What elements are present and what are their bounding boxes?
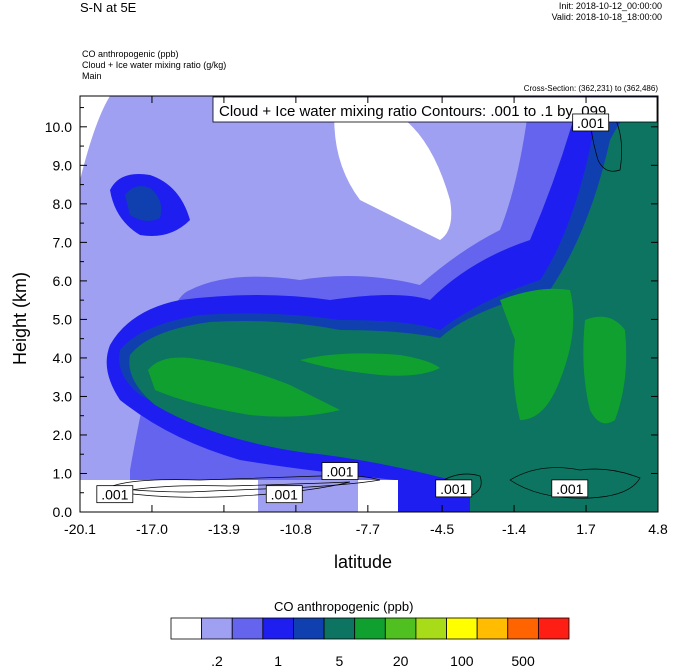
colorbar-swatch [354, 617, 386, 640]
x-tick-label: -13.9 [208, 521, 240, 537]
contour-info-background [212, 96, 658, 123]
desc-line-co: CO anthropogenic (ppb) [82, 49, 179, 59]
contour-label: .001 [572, 113, 610, 132]
y-tick-label: 0.0 [53, 504, 73, 520]
colorbar-swatch [170, 617, 203, 640]
colorbar-swatch [476, 617, 509, 640]
contour-label-text: .001 [556, 481, 583, 497]
colorbar-swatch [384, 617, 417, 640]
contour-label-box [96, 485, 134, 504]
contour-label-text: .001 [101, 487, 128, 503]
contour-label-box [572, 113, 610, 132]
y-tick-label: 10.0 [45, 119, 72, 135]
contour-label-box [321, 462, 359, 480]
time-info: Init: 2018-10-12_00:00:00 Valid: 2018-10… [552, 1, 662, 23]
desc-line-cloud: Cloud + Ice water mixing ratio (g/kg) [82, 60, 227, 70]
field-dark-blob [125, 186, 162, 221]
x-tick-label: -20.1 [64, 521, 96, 537]
y-tick-label: 8.0 [53, 196, 73, 212]
contour-labels: .001 .001 .001 .001 .001 .001 [96, 113, 610, 504]
contour-label: .001 [96, 485, 134, 504]
contour-label-text: .001 [440, 481, 467, 497]
contour-line [108, 475, 381, 493]
colorbar-label: 500 [511, 653, 535, 668]
field-green-mid [300, 353, 440, 376]
field-description: CO anthropogenic (ppb) Cloud + Ice water… [82, 49, 226, 82]
y-tick-label: 7.0 [53, 234, 73, 250]
contour-label-box [435, 479, 473, 498]
colorbar-label: 100 [450, 653, 474, 668]
cloud-contours [108, 115, 641, 499]
cross-section-label: Cross-Section: (362,231) to (362,486) [523, 84, 658, 93]
co-field [80, 96, 658, 512]
colorbar-swatch [415, 617, 447, 640]
colorbar-label: .2 [211, 653, 223, 668]
contour-label: .001 [265, 485, 303, 504]
x-tick-label: -4.5 [430, 521, 454, 537]
colorbar-swatch [507, 617, 539, 640]
field-white-patch [334, 102, 452, 240]
x-axis: -20.1 -17.0 -13.9 -10.8 -7.7 -4.5 -1.4 1.7 4.8 [64, 96, 668, 537]
x-tick-label: -10.8 [280, 521, 312, 537]
colorbar-label: 5 [335, 653, 343, 668]
contour-label-text: .001 [271, 487, 298, 503]
contour-label-box [265, 485, 303, 504]
plot-frame [79, 95, 659, 513]
x-tick-label: 4.8 [648, 521, 668, 537]
y-axis: 0.0 1.0 2.0 3.0 4.0 5.0 6.0 7.0 8.0 9.0 10.0 [45, 107, 658, 520]
y-tick-label: 9.0 [53, 157, 73, 173]
y-tick-label: 3.0 [53, 388, 73, 404]
colorbar: .2 1 5 20 100 500 [170, 617, 570, 668]
y-tick-label: 2.0 [53, 427, 73, 443]
field-green-left [148, 357, 340, 417]
colorbar-label: 1 [274, 653, 282, 668]
contour-label: .001 [551, 479, 589, 498]
x-tick-label: 1.7 [576, 521, 596, 537]
x-tick-label: -7.7 [356, 521, 380, 537]
colorbar-swatch [446, 617, 478, 640]
desc-line-domain: Main [82, 71, 102, 81]
contour-label-text: .001 [326, 464, 353, 480]
y-tick-label: 6.0 [53, 273, 73, 289]
contour-info-box: Cloud + Ice water mixing ratio Contours:… [212, 96, 658, 123]
y-axis-label: Height (km) [10, 271, 30, 365]
colorbar-swatch [231, 617, 264, 640]
field-green-right [500, 288, 574, 420]
y-tick-label: 1.0 [53, 465, 73, 481]
contour-label: .001 [321, 462, 359, 480]
contour-label: .001 [435, 479, 473, 498]
y-tick-label: 4.0 [53, 350, 73, 366]
x-axis-label: latitude [334, 552, 393, 572]
plot-title: S-N at 5E [80, 0, 137, 15]
field-green-right2 [583, 316, 627, 424]
contour-label-text: .001 [577, 115, 604, 131]
x-tick-label: -17.0 [136, 521, 168, 537]
colorbar-swatch [323, 617, 356, 640]
colorbar-swatch [293, 617, 325, 640]
colorbar-title: CO anthropogenic (ppb) [274, 599, 414, 614]
field-surface-white2 [358, 480, 398, 512]
contour-label-box [551, 479, 589, 498]
colorbar-label: 20 [393, 653, 409, 668]
y-tick-label: 5.0 [53, 311, 73, 327]
colorbar-swatch [201, 617, 233, 640]
colorbar-swatch [262, 617, 294, 640]
colorbar-swatch [537, 617, 570, 640]
contour-info-text: Cloud + Ice water mixing ratio Contours:… [219, 103, 606, 120]
contour-line [117, 481, 351, 498]
x-tick-label: -1.4 [502, 521, 526, 537]
init-time: Init: 2018-10-12_00:00:00 [558, 1, 662, 11]
valid-time: Valid: 2018-10-18_18:00:00 [551, 12, 662, 22]
